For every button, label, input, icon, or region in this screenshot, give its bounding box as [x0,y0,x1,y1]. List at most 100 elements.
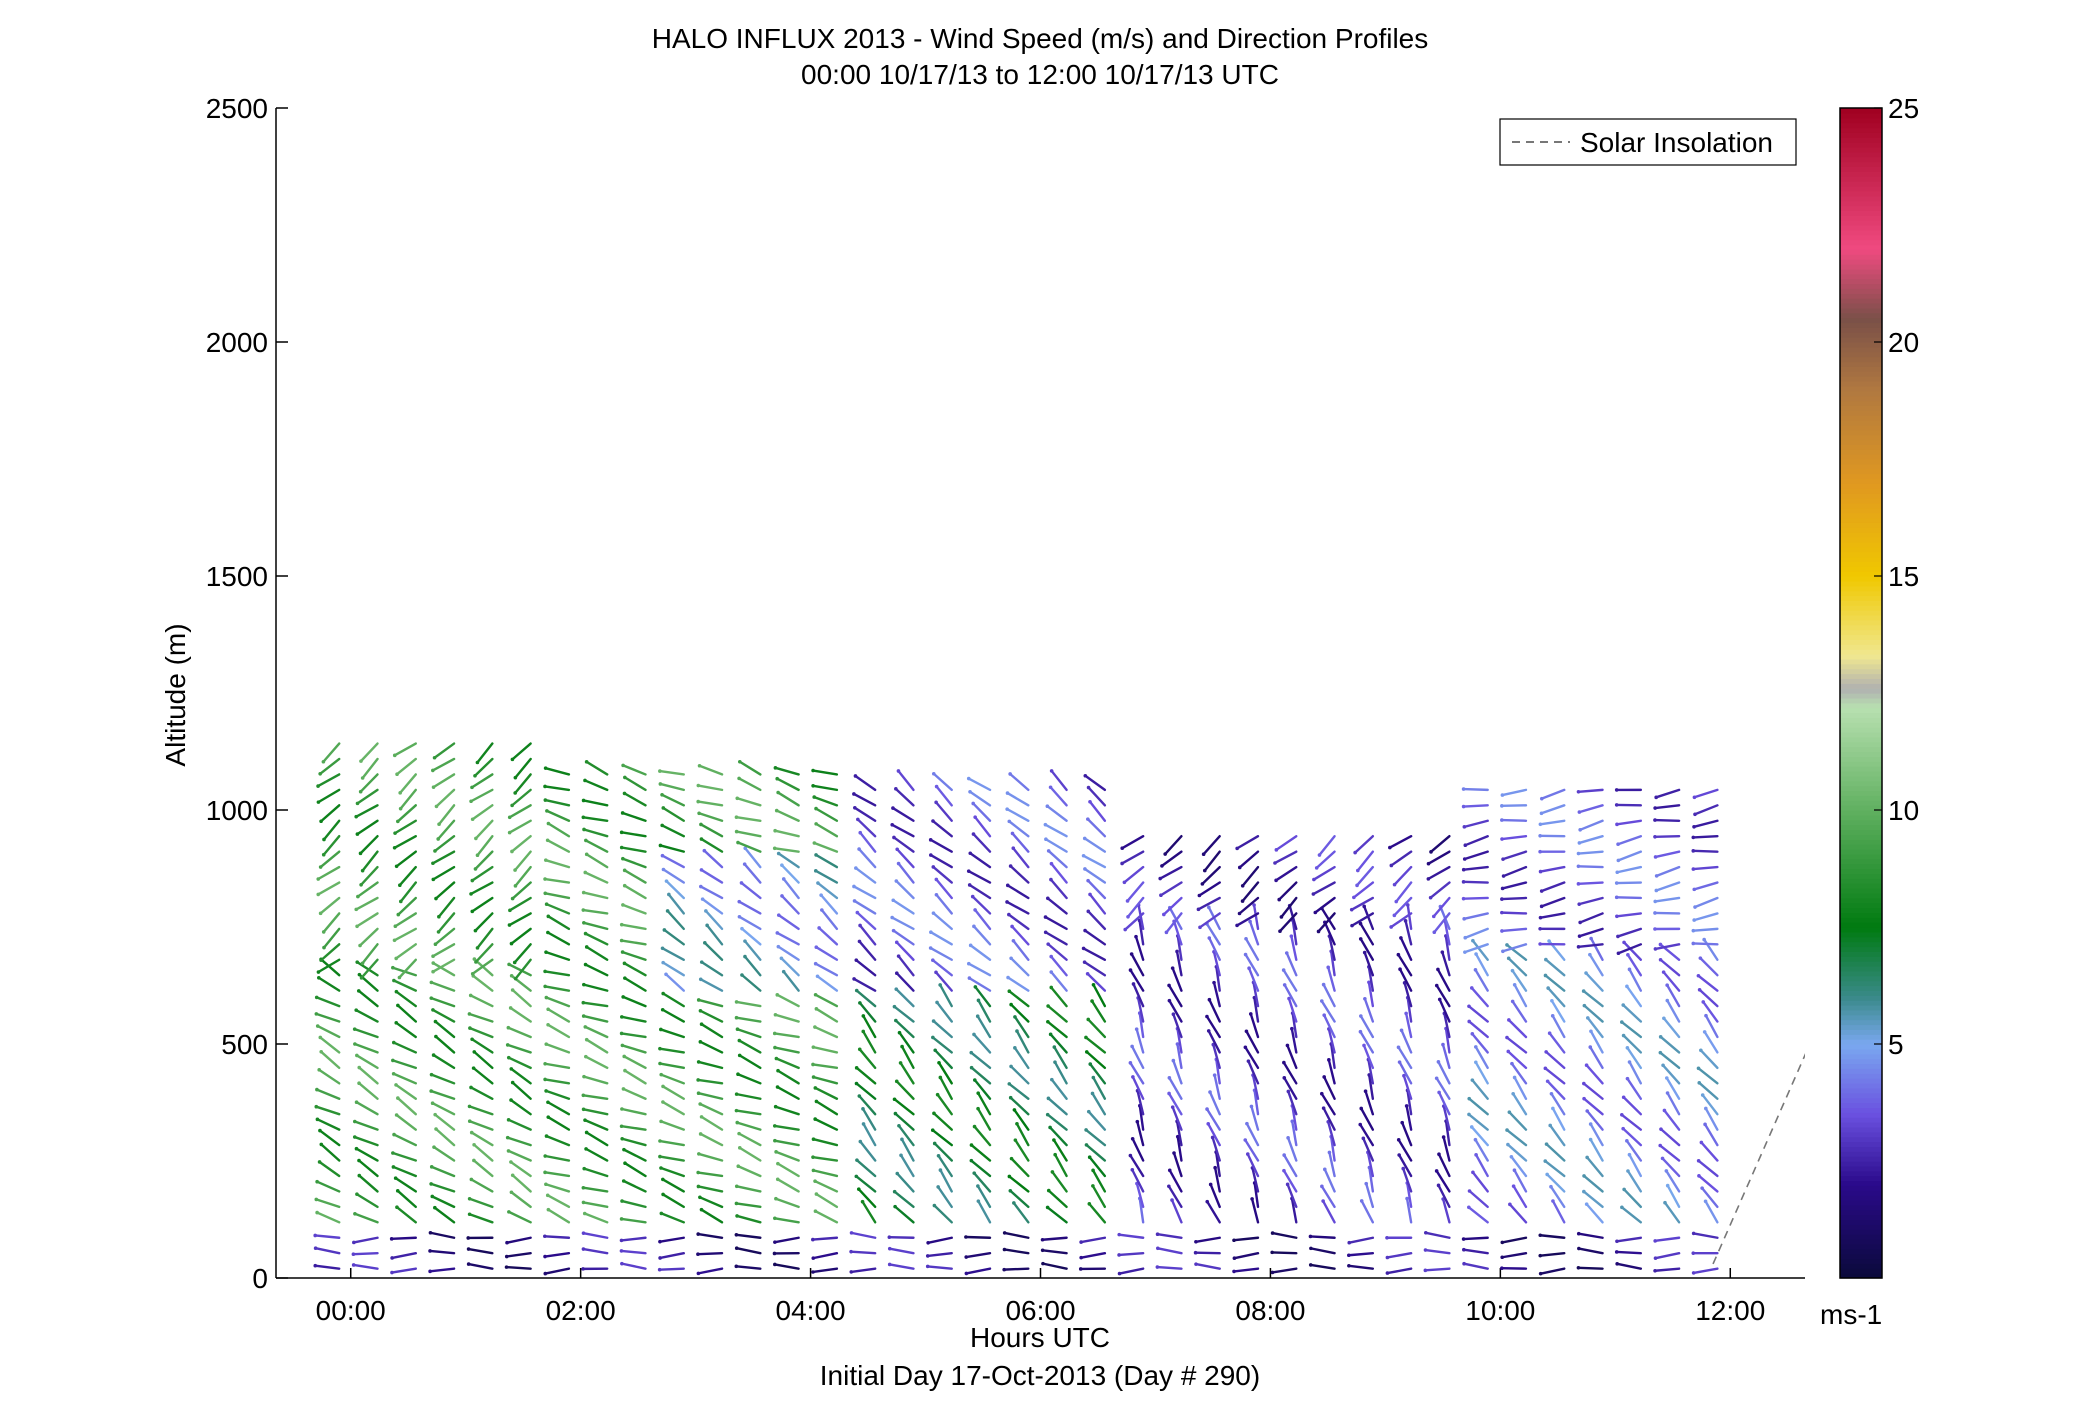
wind-barb-tip [584,945,589,949]
wind-barb [430,981,456,992]
wind-barb [926,1265,953,1270]
wind-barb [1626,1169,1643,1193]
wind-barb [395,757,417,776]
y-tick-label: 1500 [206,561,268,592]
colorbar-strip [1840,810,1882,816]
wind-barb-tip [1172,1151,1176,1155]
wind-barb [1615,1236,1643,1243]
wind-barb-tip [1501,949,1505,954]
wind-barb-tip [1474,1060,1478,1065]
wind-barb [777,913,800,931]
wind-barb-tip [1469,1125,1474,1129]
wind-barb [546,1194,571,1209]
wind-barb [1367,1058,1375,1085]
wind-barb [774,1105,800,1116]
wind-barb [1053,1060,1068,1085]
wind-barb [1620,1113,1643,1131]
wind-barb-tip [1235,923,1239,928]
wind-barb [1088,1156,1107,1178]
wind-barb-tip [734,1015,739,1020]
wind-barb-tip [1551,1106,1555,1111]
wind-barb-tip [1404,1104,1409,1108]
wind-barb [1577,1232,1604,1239]
wind-barb-tip [1538,942,1542,946]
wind-barb [623,869,647,884]
wind-barb-tip [513,791,517,795]
wind-barb [432,865,456,881]
wind-barb-tip [316,970,321,974]
wind-barb-tip [1699,1048,1703,1053]
wind-barb-tip [811,1137,816,1141]
wind-barb-tip [1664,1169,1669,1173]
wind-barb [699,885,724,900]
wind-barb [703,941,724,961]
wind-barb [1013,1015,1030,1039]
wind-barb [1215,1058,1221,1085]
colorbar-tick-label: 5 [1888,1029,1904,1060]
wind-barb-tip [1005,807,1009,811]
wind-barb [1550,999,1566,1023]
wind-barb-tip [1615,1239,1619,1244]
wind-barb-tip [1359,1106,1364,1111]
wind-barb [777,852,800,869]
wind-barb [473,1050,494,1070]
wind-barb [1540,788,1566,800]
wind-barb [661,854,685,869]
wind-barb [1443,1012,1451,1039]
wind-barb [358,927,379,947]
colorbar-strip [1840,190,1882,197]
wind-barb-tip [1247,966,1251,971]
wind-barb [511,881,532,900]
wind-barb [357,989,379,1008]
wind-barb [510,1067,532,1085]
wind-barb [1622,1188,1643,1209]
wind-barb-tip [705,923,709,928]
wind-barb-tip [581,1231,586,1235]
wind-barb [355,912,379,928]
wind-barb [1050,970,1068,992]
wind-barb [467,1262,494,1270]
wind-barb [1397,1138,1413,1162]
wind-barb-tip [931,1019,936,1023]
wind-barb [1703,1123,1719,1147]
wind-barb-tip [1008,1095,1013,1100]
wind-barb [1175,1120,1183,1147]
x-tick-label: 12:00 [1695,1295,1765,1326]
wind-barb-tip [1585,1109,1590,1113]
wind-barb-tip [1538,849,1542,854]
wind-barb [937,1061,953,1085]
wind-barb [1085,1143,1107,1162]
colorbar-strip [1840,585,1882,592]
wind-barb [391,1151,417,1162]
wind-barb [1047,849,1068,869]
wind-barb-tip [506,1055,511,1060]
wind-barb-tip [1653,1268,1657,1273]
wind-barb [392,1133,417,1147]
colorbar-strip [1840,1204,1882,1211]
wind-barb [1464,927,1489,939]
wind-barb [1502,865,1528,878]
colorbar-strip [1840,1097,1882,1104]
wind-barb-tip [621,763,625,768]
wind-barb-tip [1577,902,1582,906]
wind-barb-tip [393,831,397,835]
wind-barb [476,742,494,764]
wind-barb [399,881,417,903]
colorbar-strip [1840,741,1882,748]
wind-barb-tip [620,950,625,954]
wind-barb-tip [1582,1003,1587,1008]
colorbar-strip [1840,346,1882,353]
wind-barb [1462,912,1489,921]
wind-barb [1010,925,1030,946]
wind-barb [476,835,494,857]
wind-barb [1582,1174,1604,1193]
wind-barb-tip [1616,858,1621,863]
wind-barb-tip [583,870,588,875]
wind-barb [1138,919,1145,946]
wind-barb [1238,896,1260,915]
colorbar-strip [1840,844,1882,850]
y-tick-label: 500 [221,1029,268,1060]
wind-barb-tip [972,1171,977,1175]
colorbar-strip [1840,975,1882,982]
wind-barb-tip [1007,819,1012,824]
